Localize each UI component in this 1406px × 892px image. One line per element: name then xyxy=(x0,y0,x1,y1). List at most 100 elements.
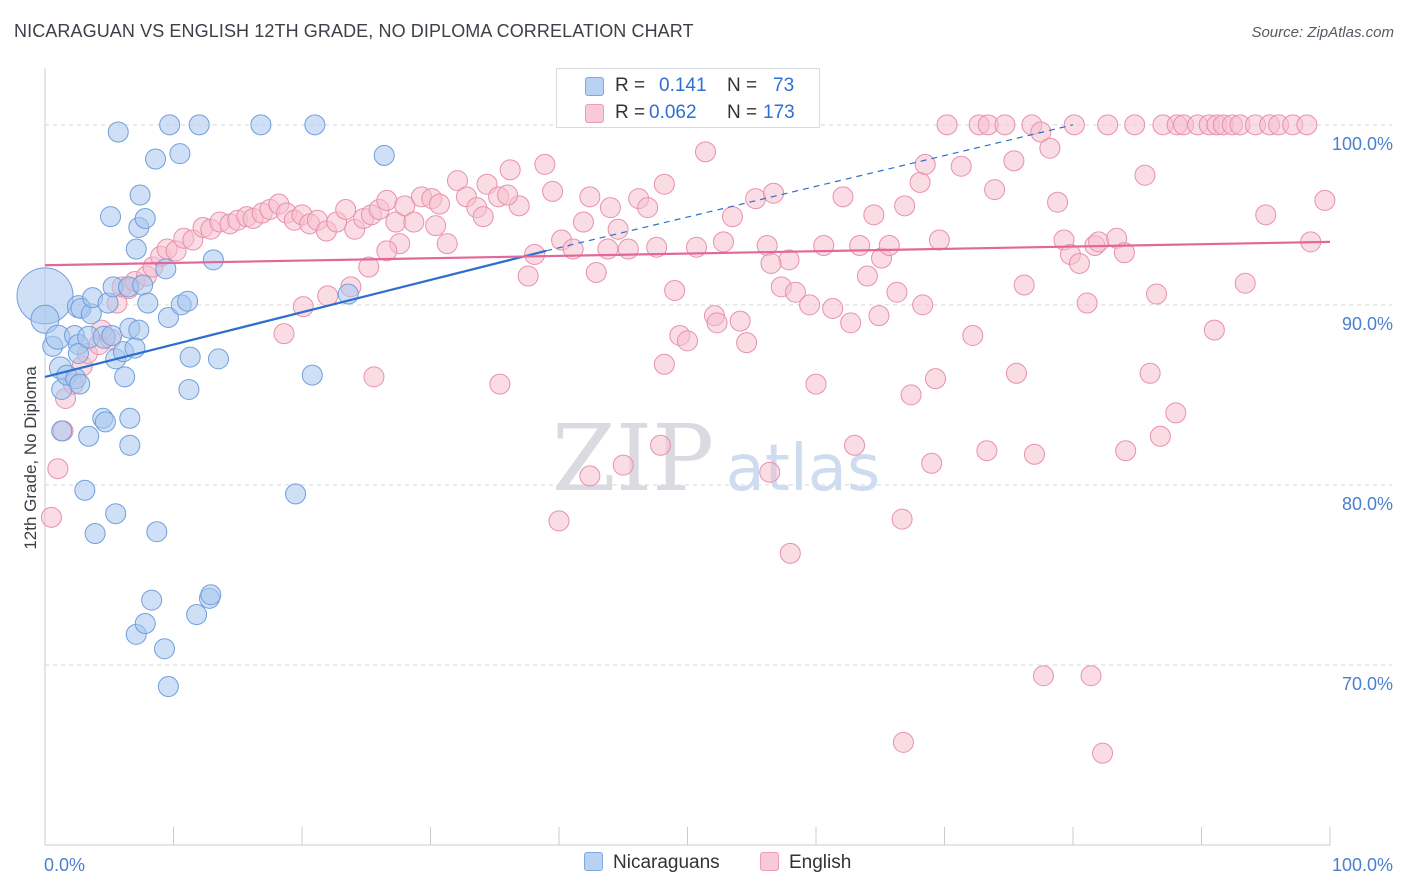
nicaraguans-point xyxy=(128,319,150,341)
english-point xyxy=(784,281,806,303)
nicaraguans-point xyxy=(100,206,122,228)
english-point xyxy=(646,236,668,258)
english-point xyxy=(706,312,728,334)
english-point xyxy=(894,195,916,217)
english-point xyxy=(891,508,913,530)
english-point xyxy=(760,252,782,274)
english-point xyxy=(562,238,584,260)
english-point xyxy=(1255,204,1277,226)
legend-item-nicaraguans[interactable]: Nicaraguans xyxy=(584,852,720,874)
english-point xyxy=(1047,191,1069,213)
y-axis-title: 12th Grade, No Diploma xyxy=(21,366,40,550)
english-point xyxy=(1165,402,1187,424)
nicaraguans-point xyxy=(304,114,326,136)
nicaraguans-point xyxy=(141,589,163,611)
legend-swatch-blue xyxy=(584,852,603,871)
nicaraguans-point xyxy=(74,479,96,501)
english-point xyxy=(579,465,601,487)
english-point xyxy=(994,114,1016,136)
y-tick-label: 80.0% xyxy=(1342,494,1393,514)
nicaraguans-point xyxy=(84,523,106,545)
english-point xyxy=(47,458,69,480)
english-point xyxy=(779,542,801,564)
legend-item-english[interactable]: English xyxy=(760,852,851,874)
english-point xyxy=(736,332,758,354)
trend-lines xyxy=(44,124,1331,378)
english-point xyxy=(376,189,398,211)
english-trend-line xyxy=(44,240,1331,267)
nicaraguans-point xyxy=(301,364,323,386)
legend-swatch-pink xyxy=(585,104,604,123)
english-point xyxy=(664,279,686,301)
english-point xyxy=(912,294,934,316)
english-point xyxy=(984,179,1006,201)
english-point xyxy=(534,153,556,175)
english-point xyxy=(599,197,621,219)
english-point xyxy=(805,373,827,395)
english-point xyxy=(712,231,734,253)
legend-label: English xyxy=(789,852,852,873)
english-point xyxy=(694,141,716,163)
english-point xyxy=(925,368,947,390)
english-point xyxy=(612,454,634,476)
nicaraguans-point xyxy=(157,676,179,698)
english-point xyxy=(637,197,659,219)
nicaraguans-point xyxy=(157,306,179,328)
english-point xyxy=(436,233,458,255)
nicaraguans-points xyxy=(16,114,395,698)
legend-n-value: 173 xyxy=(763,102,795,123)
english-point xyxy=(425,215,447,237)
nicaraguans-point xyxy=(207,348,229,370)
english-point xyxy=(653,353,675,375)
english-point xyxy=(759,461,781,483)
nicaraguans-point xyxy=(78,425,100,447)
english-point xyxy=(1063,114,1085,136)
nicaraguans-point xyxy=(69,373,91,395)
english-point xyxy=(840,312,862,334)
english-point xyxy=(863,204,885,226)
english-point xyxy=(677,330,698,352)
nicaraguans-point xyxy=(373,144,395,166)
watermark-zip: ZIP xyxy=(552,405,714,512)
english-point xyxy=(1139,362,1161,384)
legend-label: Nicaraguans xyxy=(613,852,720,873)
nicaraguans-point xyxy=(107,121,129,143)
nicaraguans-point xyxy=(114,366,136,388)
nicaraguans-point xyxy=(101,324,123,346)
english-point xyxy=(1080,665,1102,687)
english-point xyxy=(892,731,914,753)
stats-legend: R = 0.141 N = 73 R = 0.062 N = 173 xyxy=(556,68,820,128)
english-point xyxy=(921,452,943,474)
nicaraguans-point xyxy=(105,503,127,525)
gridlines xyxy=(45,124,1392,666)
english-point xyxy=(1314,189,1336,211)
legend-n-label: N = xyxy=(727,102,758,123)
english-point xyxy=(976,440,998,462)
nicaraguans-point xyxy=(129,184,151,206)
english-point xyxy=(403,211,425,233)
english-point xyxy=(928,229,950,251)
english-point xyxy=(856,265,878,287)
nicaraguans-trend-line xyxy=(44,249,547,378)
english-point xyxy=(1039,137,1061,159)
english-point xyxy=(376,240,398,262)
y-tick-label: 100.0% xyxy=(1332,134,1393,154)
english-point xyxy=(1003,150,1025,172)
english-point xyxy=(446,170,468,192)
english-point xyxy=(607,218,629,240)
nicaraguans-point xyxy=(145,148,167,170)
english-point xyxy=(499,159,521,181)
english-point xyxy=(572,211,594,233)
english-point xyxy=(317,285,339,307)
nicaraguans-point xyxy=(179,346,201,368)
english-point xyxy=(844,434,866,456)
english-point xyxy=(1032,665,1054,687)
english-point xyxy=(878,234,900,256)
nicaraguans-point xyxy=(285,483,307,505)
english-point xyxy=(1092,742,1114,764)
english-point xyxy=(822,297,844,319)
english-point xyxy=(1115,440,1137,462)
english-point xyxy=(1023,443,1045,465)
english-point xyxy=(585,261,607,283)
english-point xyxy=(358,256,380,278)
